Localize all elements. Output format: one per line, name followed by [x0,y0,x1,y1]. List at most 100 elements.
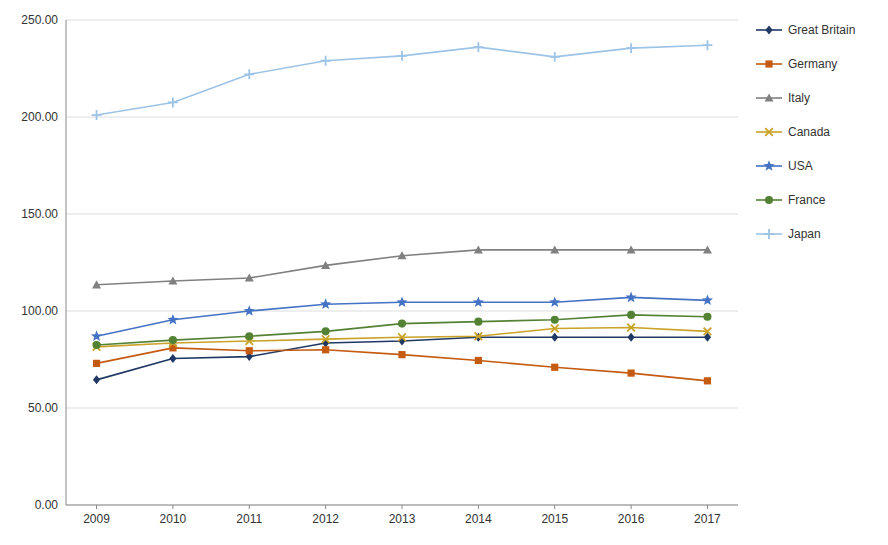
plot-area [91,40,713,384]
x-tick [631,505,632,509]
point [627,311,635,319]
legend-marker [764,229,774,239]
point [397,51,407,61]
x-tick-label: 2012 [312,512,339,526]
x-axis-line [66,505,738,506]
point [92,341,100,349]
point [551,364,558,371]
point [702,294,713,305]
point [168,98,178,108]
point [550,52,560,62]
point [169,336,177,344]
series-line [97,337,708,380]
point [398,320,406,328]
point [396,296,407,307]
legend-label: Germany [788,57,837,71]
legend-item: USA [756,159,813,173]
y-tick-label: 50.00 [28,401,58,415]
point [626,43,636,53]
y-tick-label: 250.00 [21,13,58,27]
legend-label: Canada [788,125,830,139]
point [704,377,711,384]
point [703,40,713,50]
point [474,245,483,253]
legend-marker [765,196,773,204]
series-line [97,348,708,381]
grid-line [66,505,738,506]
point [321,56,331,66]
series [92,311,711,349]
point [246,347,253,354]
grid-line [66,311,738,312]
y-tick-label: 0.00 [35,498,59,512]
legend-label: Japan [788,227,821,241]
point [627,245,636,253]
point [627,333,634,342]
series [93,324,712,351]
point [93,375,100,384]
legend-item: Great Britain [756,23,855,37]
grid-line [66,117,738,118]
point [703,313,711,321]
series-line [97,315,708,345]
legend-label: Italy [788,91,810,105]
series-line [97,45,708,115]
series [92,40,713,120]
x-tick-label: 2015 [541,512,568,526]
point [92,280,101,288]
legend-marker [765,94,774,102]
point [704,328,712,336]
y-axis-line [66,20,67,505]
point [93,360,100,367]
legend-label: Great Britain [788,23,855,37]
point [703,245,712,253]
grid-line [66,214,738,215]
point [398,333,406,341]
point [244,305,255,316]
point [475,357,482,364]
x-tick-label: 2010 [160,512,187,526]
series [93,333,711,385]
point [549,296,560,307]
point [320,298,331,309]
point [551,333,558,342]
point [473,296,484,307]
point [245,332,253,340]
legend-item: Italy [756,91,810,105]
point [398,251,407,259]
point [168,276,177,284]
point [474,318,482,326]
x-tick-label: 2016 [618,512,645,526]
x-tick [172,505,173,509]
x-tick-label: 2014 [465,512,492,526]
point [322,335,330,343]
legend-item: France [756,193,826,207]
grid [66,20,738,505]
legend-label: USA [788,159,813,173]
legend-item: Germany [756,57,837,71]
chart: 0.0050.00100.00150.00200.00250.002009201… [0,0,888,545]
grid-line [66,20,738,21]
series-line [97,250,708,285]
series-line [97,327,708,346]
point [244,69,254,79]
point [92,110,102,120]
point [627,324,635,332]
legend-item: Japan [756,227,821,241]
legend-marker [765,60,772,67]
point [551,325,559,333]
legend-marker [763,160,774,171]
legend: Great Britain Germany Italy Canada USA France… [756,23,855,241]
y-tick-label: 150.00 [21,207,58,221]
point [398,351,405,358]
point [321,261,330,269]
x-tick-label: 2017 [694,512,721,526]
point [550,245,559,253]
x-tick [707,505,708,509]
x-tick [325,505,326,509]
point [475,332,483,340]
x-tick [554,505,555,509]
legend-marker [765,128,773,136]
point [322,327,330,335]
y-tick-label: 200.00 [21,110,58,124]
